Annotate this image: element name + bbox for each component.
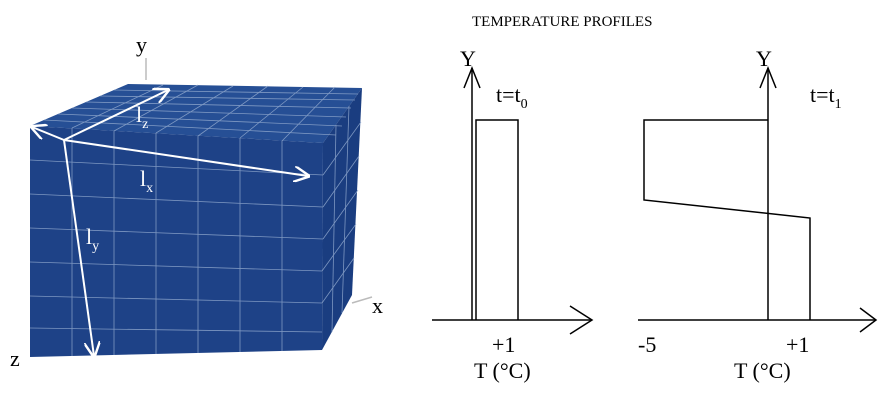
y-axis-label: y — [136, 32, 147, 57]
z-axis-label: z — [10, 346, 20, 371]
profile-left-xlabel: T (°C) — [474, 358, 531, 383]
cube-right-face — [322, 88, 362, 350]
dimension-arrows — [32, 90, 308, 356]
lz-label: lz — [136, 102, 148, 132]
profile-left-time-label: t=t0 — [496, 82, 528, 112]
profile-right-t-arrowhead — [859, 307, 878, 333]
x-axis-stub — [351, 296, 373, 304]
profile-right-y-label: Y — [756, 46, 772, 71]
ly-label: ly — [86, 224, 99, 254]
profile-right-time-label: t=t1 — [810, 82, 842, 112]
profile-right-tick-minus5: -5 — [638, 332, 656, 357]
profile-right — [638, 65, 878, 333]
profiles-title: TEMPERATURE PROFILES — [472, 14, 652, 30]
lx-arrow — [63, 139, 308, 176]
profile-left-y-label: Y — [460, 46, 476, 71]
lz-arrow — [63, 90, 168, 141]
profile-left-tick-plus1: +1 — [492, 332, 515, 357]
lx-label: lx — [140, 166, 153, 196]
profile-left — [432, 65, 594, 335]
profile-left-y-arrowhead — [463, 65, 481, 89]
ly-arrow — [63, 139, 94, 356]
cube-grid — [29, 84, 362, 356]
profile-right-curve — [643, 119, 811, 320]
profile-left-curve — [475, 119, 519, 320]
profile-right-xlabel: T (°C) — [734, 358, 791, 383]
profile-right-y-arrowhead — [759, 65, 777, 89]
profile-left-t-arrowhead — [569, 305, 594, 335]
x-axis-label: x — [372, 293, 383, 318]
cube: lz lx ly y x z — [10, 32, 383, 371]
corner-arrow — [32, 127, 65, 141]
profile-right-tick-plus1: +1 — [786, 332, 809, 357]
cube-front-face — [30, 126, 323, 357]
